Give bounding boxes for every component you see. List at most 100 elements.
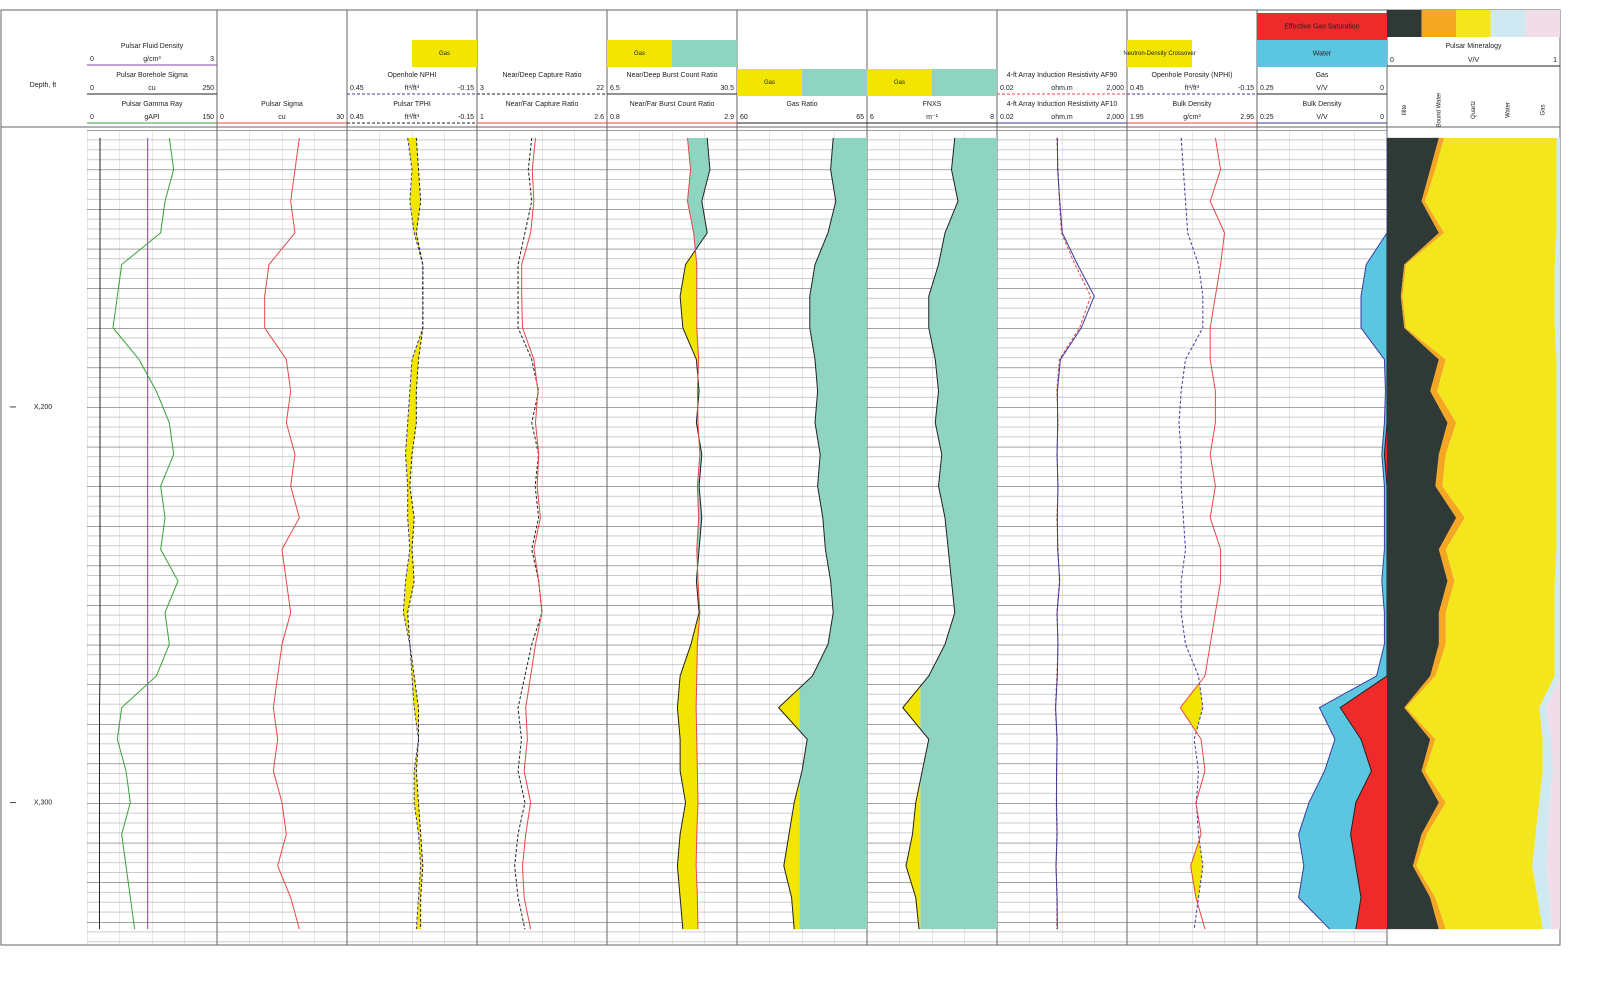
scale-min: 0 (220, 114, 224, 121)
component-name: Water (1506, 102, 1512, 118)
scale-min: 0.45 (350, 114, 364, 121)
legend-swatch (672, 40, 737, 67)
mineral-area (1532, 137, 1560, 930)
component-name: Gas (1540, 104, 1546, 115)
scale-min: 0.8 (610, 114, 620, 121)
legend-label: Gas (634, 51, 645, 57)
curve-name: Pulsar Borehole Sigma (116, 72, 188, 79)
scale-max: 0 (1380, 85, 1384, 92)
curve-name: Near/Far Capture Ratio (506, 101, 579, 108)
curve-name: Bulk Density (1173, 101, 1212, 108)
legend-label: Neutron-Density Crossover (1123, 51, 1195, 57)
scale-min: 0 (90, 56, 94, 63)
scale-max: 0 (1380, 114, 1384, 121)
curve-name: Gas (1316, 72, 1329, 79)
scale-unit: gAPI (144, 114, 159, 121)
scale-unit: m⁻¹ (926, 114, 939, 121)
legend-swatch (802, 69, 867, 96)
scale-min: 60 (740, 114, 748, 121)
scale-max: 2.95 (1240, 114, 1254, 121)
scale-unit: ft³/ft³ (405, 114, 420, 121)
cutoff-fill (920, 137, 997, 930)
legend-label: Gas (764, 80, 775, 86)
log-curve (514, 137, 543, 930)
scale-max: 3 (210, 56, 214, 63)
scale-min: 0.25 (1260, 114, 1274, 121)
scale-unit: ohm.m (1051, 85, 1073, 92)
legend-label: Water (1313, 50, 1332, 57)
scale-unit: g/cm³ (143, 56, 161, 63)
scale-unit: V/V (1316, 114, 1328, 121)
legend-swatch (932, 69, 997, 96)
scale-min: 6.5 (610, 85, 620, 92)
scale-min: 0.02 (1000, 114, 1014, 121)
log-curve (1055, 137, 1095, 930)
legend-label: Effective Gas Saturation (1284, 23, 1359, 30)
scale-unit: V/V (1468, 57, 1480, 64)
curve-name: Pulsar TPHI (393, 101, 431, 108)
legend-swatch (607, 40, 672, 67)
scale-max: 30.5 (720, 85, 734, 92)
scale-unit: cu (278, 114, 286, 121)
mineral-area (1546, 137, 1560, 930)
scale-unit: ohm.m (1051, 114, 1073, 121)
scale-max: -0.15 (1238, 85, 1254, 92)
scale-max: 8 (990, 114, 994, 121)
curve-name: Pulsar Gamma Ray (121, 101, 183, 108)
scale-min: 0 (90, 85, 94, 92)
mineralogy-title: Pulsar Mineralogy (1445, 43, 1502, 50)
scale-max: 2,000 (1106, 114, 1124, 121)
scale-max: 2,000 (1106, 85, 1124, 92)
scale-unit: ft³/ft³ (1185, 85, 1200, 92)
legend-label: Gas (439, 51, 450, 57)
scale-min: 0.45 (350, 85, 364, 92)
depth-tick-label: X,300 (34, 799, 52, 806)
curve-name: 4-ft Array Induction Resistivity AF90 (1007, 72, 1118, 79)
legend-swatch (867, 69, 932, 96)
scale-max: -0.15 (458, 114, 474, 121)
legend-swatch (1525, 10, 1560, 37)
scale-min: 3 (480, 85, 484, 92)
legend-swatch (1257, 13, 1387, 40)
legend-swatch (412, 40, 477, 67)
scale-max: -0.15 (458, 85, 474, 92)
curve-name: Openhole NPHI (387, 72, 436, 79)
log-curve (902, 137, 959, 930)
mineral-area (1400, 137, 1465, 930)
scale-min: 1.95 (1130, 114, 1144, 121)
log-curve (112, 137, 179, 930)
depth-tick-label: X,200 (34, 404, 52, 411)
curve-name: Near/Far Burst Count Ratio (630, 101, 715, 108)
scale-max: 2.9 (724, 114, 734, 121)
legend-swatch (1421, 10, 1457, 37)
scale-unit: cu (148, 85, 156, 92)
scale-min: 1 (480, 114, 484, 121)
depth-title: Depth, ft (30, 82, 57, 89)
scale-min: 6 (870, 114, 874, 121)
mineral-area (1387, 137, 1457, 930)
curve-name: 4-ft Array Induction Resistivity AF10 (1007, 101, 1118, 108)
scale-min: 0.02 (1000, 85, 1014, 92)
curve-name: Pulsar Fluid Density (121, 43, 184, 50)
scale-max: 2.6 (594, 114, 604, 121)
log-curve (686, 137, 701, 930)
legend-swatch (737, 69, 802, 96)
scale-max: 1 (1553, 57, 1557, 64)
scale-min: 0.45 (1130, 85, 1144, 92)
curve-name: Near/Deep Burst Count Ratio (626, 72, 717, 79)
log-curve (98, 137, 101, 930)
legend-swatch (1127, 40, 1192, 67)
scale-min: 0 (90, 114, 94, 121)
scale-max: 65 (856, 114, 864, 121)
curve-name: Near/Deep Capture Ratio (503, 72, 582, 79)
legend-swatch (1490, 10, 1526, 37)
legend-swatch (1456, 10, 1491, 37)
scale-max: 30 (336, 114, 344, 121)
curve-name: Openhole Porosity (NPHI) (1152, 72, 1233, 79)
log-curve (407, 137, 424, 930)
log-curve (777, 137, 837, 930)
log-curve (676, 137, 711, 930)
